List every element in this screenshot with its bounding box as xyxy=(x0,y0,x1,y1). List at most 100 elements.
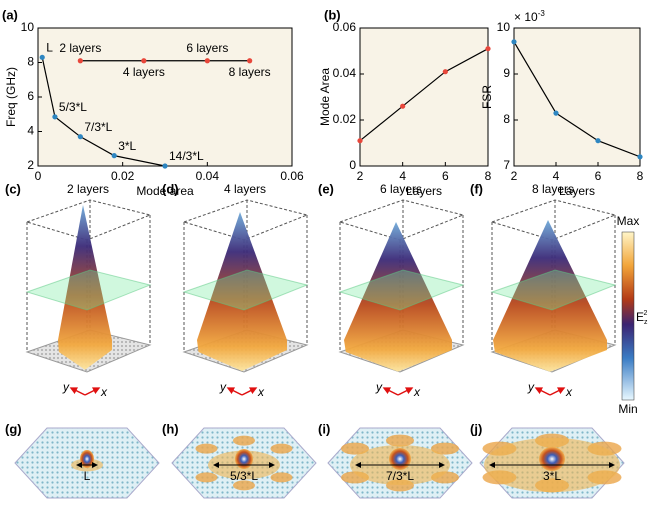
text-part: z xyxy=(644,319,648,326)
panel-label: (h) xyxy=(162,421,179,436)
panel-title: 6 layers xyxy=(380,182,422,196)
point-label: 14/3*L xyxy=(169,149,204,163)
colorbar-quantity: Ez2 xyxy=(636,310,648,326)
data-point xyxy=(78,134,83,139)
axis-arrow-y xyxy=(384,388,398,395)
panel-label: (i) xyxy=(318,421,330,436)
side-lobe xyxy=(233,436,255,446)
axis-name-y: y xyxy=(62,380,70,394)
y-axis-label: FSR xyxy=(480,85,494,109)
data-point xyxy=(52,114,57,119)
y-tick-label: 10 xyxy=(21,20,35,34)
panel-label: (a) xyxy=(2,7,18,22)
x-tick-label: 2 xyxy=(511,169,518,183)
point-label: 3*L xyxy=(118,139,136,153)
side-lobe xyxy=(386,435,414,447)
y-axis-label: Mode Area xyxy=(318,68,332,126)
point-label: 4 layers xyxy=(123,65,165,79)
axis-name-x: x xyxy=(565,385,573,399)
side-lobe xyxy=(271,472,293,482)
data-point xyxy=(112,153,117,158)
axis-name-y: y xyxy=(219,380,227,394)
y-tick-label: 0 xyxy=(349,158,356,172)
axis-name-y: y xyxy=(375,380,383,394)
panel-label: (d) xyxy=(162,181,179,196)
data-point xyxy=(40,55,45,60)
axis-name-x: x xyxy=(413,385,421,399)
axis-arrow-y xyxy=(71,388,85,395)
x-tick-label: 0.02 xyxy=(111,169,135,183)
x-tick-label: 0.06 xyxy=(280,169,304,183)
data-point xyxy=(595,138,600,143)
y-tick-label: 7 xyxy=(503,158,510,172)
y-tick-label: 0.02 xyxy=(333,112,357,126)
mid-plane xyxy=(340,270,463,310)
y-axis-label: Freq (GHz) xyxy=(4,67,18,127)
side-lobe xyxy=(196,472,218,482)
size-label: L xyxy=(84,469,91,483)
data-point xyxy=(205,58,210,63)
axis-multiplier: × 10-3 xyxy=(514,9,545,24)
data-point xyxy=(141,58,146,63)
x-tick-label: 4 xyxy=(553,169,560,183)
plot-background xyxy=(360,28,488,166)
y-tick-label: 2 xyxy=(27,158,34,172)
data-point xyxy=(511,39,516,44)
colorbar xyxy=(622,232,634,400)
text-part: -3 xyxy=(538,9,546,18)
y-tick-label: 9 xyxy=(503,66,510,80)
panel-label: (f) xyxy=(470,181,483,196)
x-tick-label: 0.04 xyxy=(196,169,220,183)
panel-title: 8 layers xyxy=(532,182,574,196)
panel-label: (c) xyxy=(5,181,21,196)
data-point xyxy=(247,58,252,63)
x-tick-label: 6 xyxy=(595,169,602,183)
axis-arrow-x xyxy=(550,388,564,395)
axis-arrow-x xyxy=(85,388,99,395)
panel-label: (g) xyxy=(5,421,22,436)
plot-background xyxy=(514,28,640,166)
size-label: 3*L xyxy=(543,469,561,483)
x-tick-label: 6 xyxy=(442,169,449,183)
data-point xyxy=(357,138,362,143)
y-tick-label: 4 xyxy=(27,124,34,138)
data-point xyxy=(78,58,83,63)
x-tick-label: 8 xyxy=(637,169,644,183)
axis-name-x: x xyxy=(100,385,108,399)
point-label: 5/3*L xyxy=(59,100,87,114)
x-tick-label: 2 xyxy=(357,169,364,183)
mode-peak xyxy=(389,448,411,470)
side-lobe xyxy=(271,444,293,454)
panel-title: 2 layers xyxy=(67,182,109,196)
data-point xyxy=(443,69,448,74)
x-tick-label: 8 xyxy=(485,169,492,183)
x-tick-label: 4 xyxy=(399,169,406,183)
point-label: L xyxy=(46,40,53,54)
point-label: 8 layers xyxy=(229,65,271,79)
mid-plane xyxy=(27,270,150,310)
mode-peak xyxy=(539,447,565,471)
y-tick-label: 0.04 xyxy=(333,66,357,80)
data-point xyxy=(637,154,642,159)
point-label: 6 layers xyxy=(186,41,228,55)
colorbar-min: Min xyxy=(618,402,637,416)
point-label: 2 layers xyxy=(59,41,101,55)
mid-plane xyxy=(184,270,307,310)
data-point xyxy=(400,104,405,109)
panel-label: (e) xyxy=(318,181,334,196)
size-label: 5/3*L xyxy=(230,469,258,483)
x-tick-label: 0 xyxy=(35,169,42,183)
data-point xyxy=(485,46,490,51)
y-tick-label: 10 xyxy=(497,20,511,34)
axis-arrow-y xyxy=(536,388,550,395)
axis-arrow-x xyxy=(242,388,256,395)
figure: 00.020.040.06246810Mode areaFreq (GHz)(a… xyxy=(0,0,656,506)
y-tick-label: 8 xyxy=(503,112,510,126)
panel-label: (b) xyxy=(324,7,341,22)
data-point xyxy=(553,111,558,116)
y-tick-label: 6 xyxy=(27,89,34,103)
axis-arrow-y xyxy=(228,388,242,395)
text-part: 2 xyxy=(644,310,648,317)
text-part: × 10 xyxy=(514,10,538,24)
side-lobe xyxy=(196,444,218,454)
